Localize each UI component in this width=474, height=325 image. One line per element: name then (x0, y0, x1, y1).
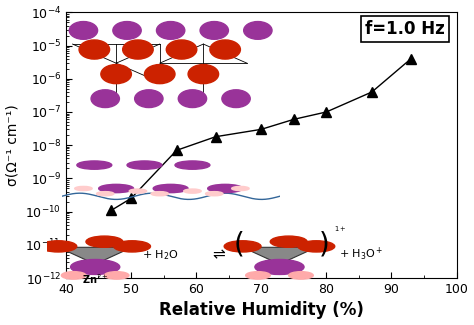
Circle shape (200, 21, 228, 39)
Circle shape (208, 184, 243, 193)
Circle shape (104, 272, 129, 279)
Circle shape (153, 184, 188, 193)
Circle shape (69, 21, 98, 39)
Circle shape (255, 259, 304, 274)
Circle shape (289, 272, 313, 279)
Circle shape (244, 21, 272, 39)
Circle shape (40, 241, 77, 252)
Text: Zn$^{2+}$: Zn$^{2+}$ (82, 272, 109, 286)
Circle shape (123, 40, 153, 59)
Circle shape (232, 187, 249, 190)
Text: ): ) (319, 230, 329, 258)
Polygon shape (243, 247, 316, 264)
Circle shape (62, 272, 86, 279)
Polygon shape (58, 247, 132, 264)
Text: $\rightleftharpoons$: $\rightleftharpoons$ (210, 247, 227, 262)
Circle shape (175, 161, 210, 169)
Circle shape (166, 40, 197, 59)
Y-axis label: σ(Ω⁻¹ cm⁻¹): σ(Ω⁻¹ cm⁻¹) (6, 104, 19, 186)
Circle shape (127, 161, 162, 169)
Circle shape (188, 65, 219, 84)
Text: f=1.0 Hz: f=1.0 Hz (365, 20, 445, 38)
Circle shape (178, 90, 207, 108)
Circle shape (77, 161, 112, 169)
Circle shape (114, 241, 150, 252)
Circle shape (210, 40, 240, 59)
Circle shape (206, 192, 223, 196)
Circle shape (270, 236, 307, 247)
Circle shape (246, 272, 270, 279)
Circle shape (75, 187, 92, 190)
Circle shape (224, 241, 261, 252)
Circle shape (99, 184, 134, 193)
Text: + H$_2$O: + H$_2$O (142, 248, 178, 262)
Circle shape (91, 90, 119, 108)
Circle shape (101, 65, 131, 84)
Circle shape (97, 192, 114, 196)
Circle shape (151, 192, 168, 196)
Circle shape (156, 21, 185, 39)
Circle shape (129, 189, 146, 193)
Circle shape (184, 189, 201, 193)
Circle shape (79, 40, 109, 59)
Text: $^{1+}$: $^{1+}$ (334, 226, 346, 236)
Text: + H$_3$O$^+$: + H$_3$O$^+$ (339, 246, 383, 263)
X-axis label: Relative Humidity (%): Relative Humidity (%) (159, 302, 364, 319)
Circle shape (71, 259, 120, 274)
Text: (: ( (233, 230, 244, 258)
Circle shape (145, 65, 175, 84)
Circle shape (113, 21, 141, 39)
Circle shape (298, 241, 335, 252)
Circle shape (86, 236, 123, 247)
Circle shape (222, 90, 250, 108)
Circle shape (135, 90, 163, 108)
